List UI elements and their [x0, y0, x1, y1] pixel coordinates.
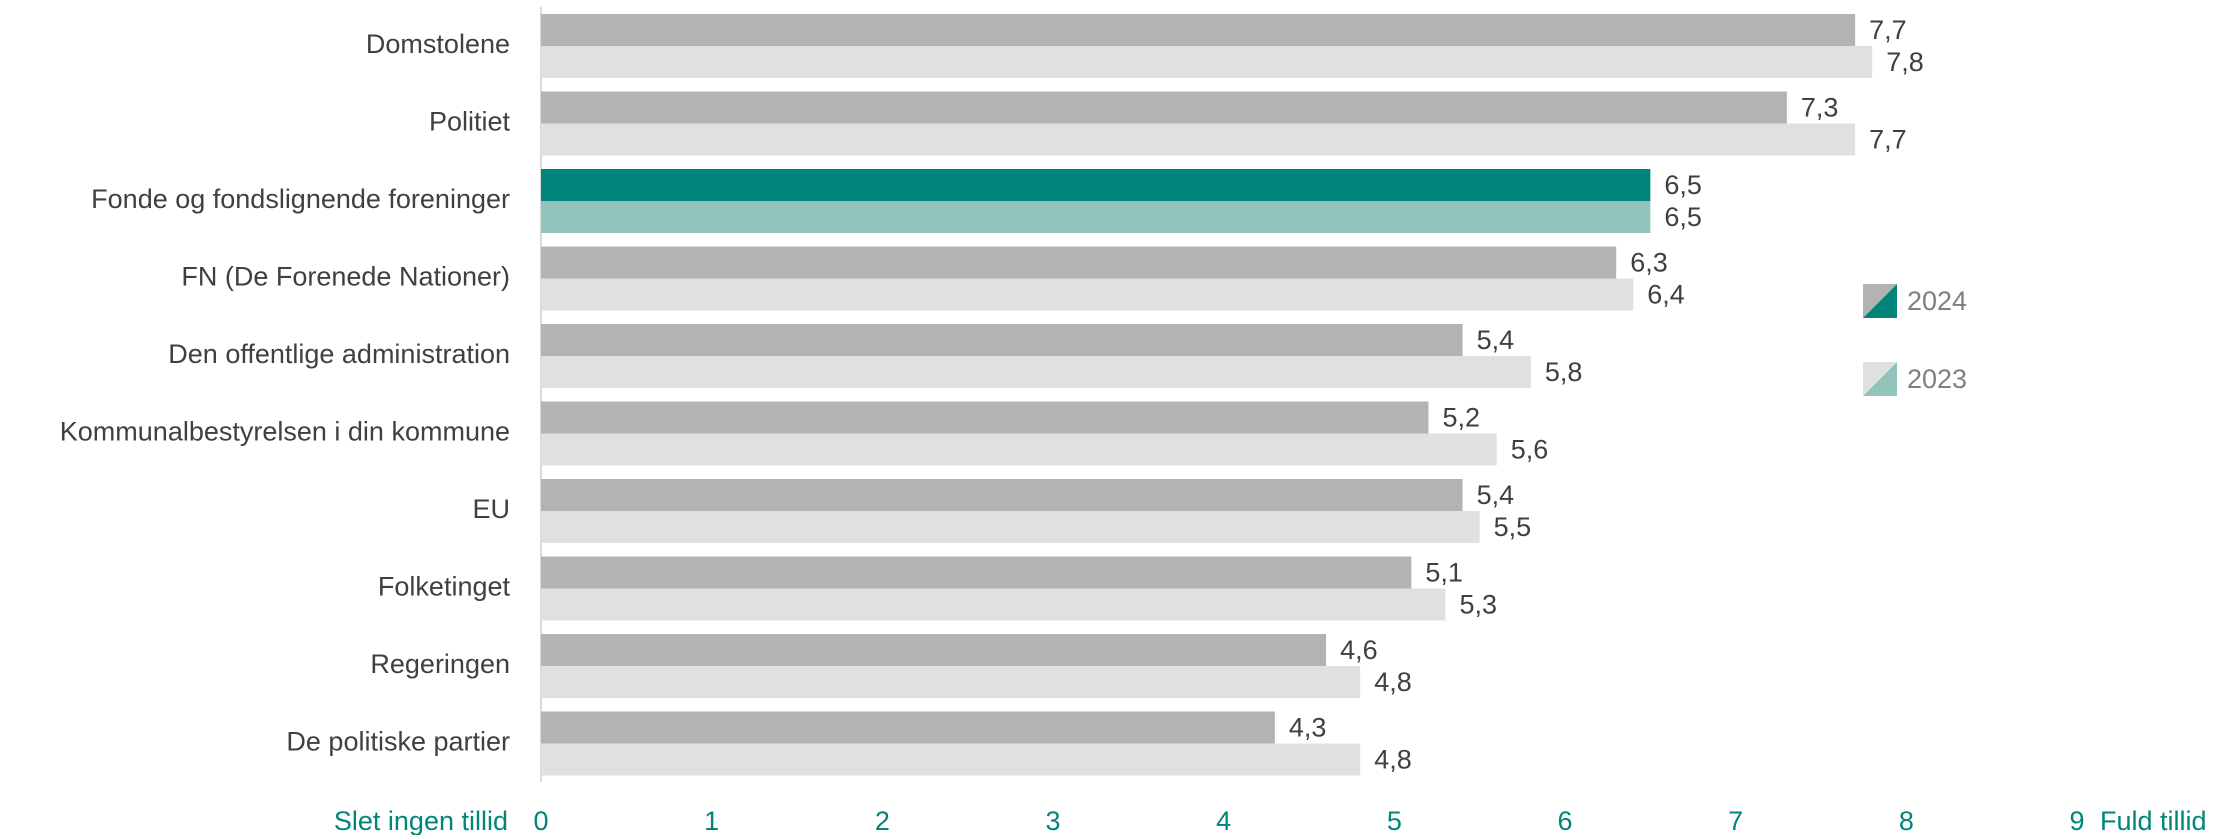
value-label: 6,3	[1630, 248, 1668, 278]
value-label: 5,4	[1477, 480, 1515, 510]
bar	[541, 123, 1856, 156]
value-label: 4,8	[1374, 745, 1412, 775]
x-tick-label: 8	[1899, 806, 1914, 835]
x-tick-label: 5	[1387, 806, 1402, 835]
category-label: Regeringen	[370, 649, 510, 679]
bar	[541, 246, 1617, 279]
value-label: 7,7	[1869, 15, 1907, 45]
bar	[541, 666, 1361, 698]
value-label: 5,6	[1511, 435, 1549, 465]
value-label: 7,3	[1801, 93, 1839, 123]
category-label: FN (De Forenede Nationer)	[181, 262, 510, 292]
category-label: Fonde og fondslignende foreninger	[91, 184, 510, 214]
x-tick-label: 9	[2069, 806, 2084, 835]
x-tick-label: 4	[1216, 806, 1231, 835]
bar	[541, 556, 1412, 589]
value-label: 5,3	[1460, 590, 1498, 620]
x-tick-label: 1	[704, 806, 719, 835]
value-label: 4,3	[1289, 713, 1327, 743]
x-tick-label: 2	[875, 806, 890, 835]
legend-label: 2023	[1907, 364, 1967, 394]
bar	[541, 433, 1497, 466]
category-label: De politiske partier	[286, 727, 510, 757]
value-label: 5,4	[1477, 325, 1515, 355]
value-label: 6,4	[1647, 280, 1685, 310]
category-label: Politiet	[429, 107, 511, 137]
bar	[541, 511, 1480, 543]
bar	[541, 356, 1531, 388]
bar	[541, 14, 1856, 46]
value-label: 5,2	[1442, 403, 1480, 433]
value-label: 7,7	[1869, 125, 1907, 155]
category-label: EU	[472, 494, 510, 524]
bar	[541, 46, 1873, 78]
value-label: 5,8	[1545, 357, 1583, 387]
bar	[541, 201, 1651, 233]
legend-swatch-accent	[1863, 284, 1897, 318]
bar	[541, 711, 1275, 744]
x-axis-high-label: Fuld tillid	[2100, 806, 2207, 835]
x-tick-label: 3	[1045, 806, 1060, 835]
bar	[541, 634, 1327, 666]
legend-swatch-accent	[1863, 362, 1897, 396]
value-label: 5,1	[1425, 558, 1463, 588]
bar	[541, 401, 1429, 434]
bar	[541, 588, 1446, 621]
x-tick-label: 0	[533, 806, 548, 835]
category-label: Folketinget	[378, 572, 511, 602]
x-tick-label: 6	[1557, 806, 1572, 835]
bar	[541, 169, 1651, 201]
bar	[541, 479, 1463, 511]
value-label: 7,8	[1886, 47, 1924, 77]
value-label: 6,5	[1664, 170, 1702, 200]
value-label: 6,5	[1664, 202, 1702, 232]
legend-label: 2024	[1907, 286, 1967, 316]
x-tick-label: 7	[1728, 806, 1743, 835]
category-label: Kommunalbestyrelsen i din kommune	[60, 417, 510, 447]
bar	[541, 324, 1463, 356]
x-axis-low-label: Slet ingen tillid	[334, 806, 508, 835]
bar	[541, 91, 1787, 124]
bar	[541, 278, 1634, 311]
bar	[541, 743, 1361, 776]
category-label: Domstolene	[366, 29, 510, 59]
value-label: 4,8	[1374, 667, 1412, 697]
category-label: Den offentlige administration	[168, 339, 510, 369]
value-label: 5,5	[1494, 512, 1532, 542]
value-label: 4,6	[1340, 635, 1378, 665]
